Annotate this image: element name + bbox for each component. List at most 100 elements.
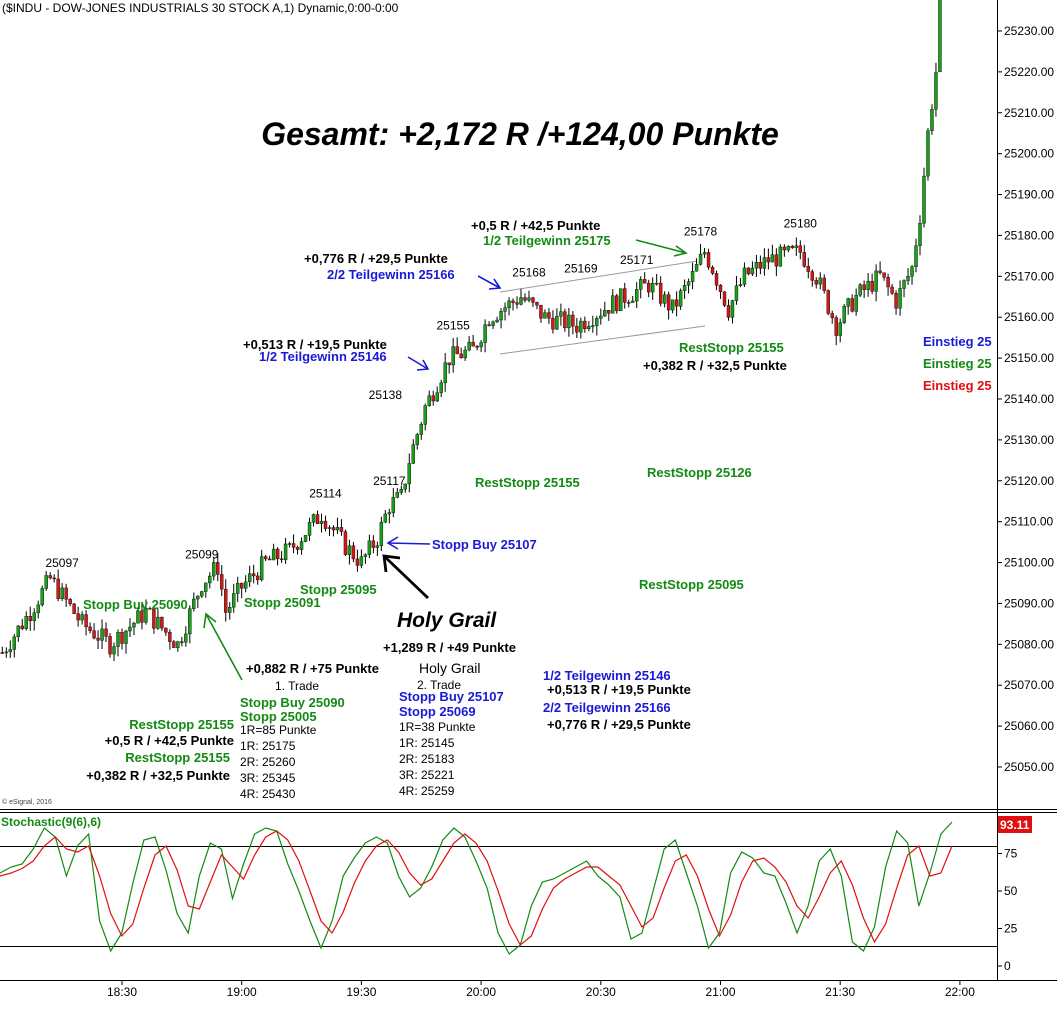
candle-body	[351, 545, 356, 560]
candle-body	[698, 253, 703, 265]
candle-body	[906, 276, 910, 281]
candle-body	[886, 277, 890, 288]
blue-arrow-teil2	[477, 275, 502, 290]
candle-body	[794, 245, 799, 248]
price-tick-label: 25110.00	[1004, 515, 1053, 529]
trade2-stop: Stopp 25069	[399, 704, 476, 719]
annotation-einstieg-red: Einstieg 25	[923, 378, 992, 393]
candle-body	[499, 311, 503, 321]
candle-body	[36, 604, 40, 614]
price-tick-label: 25130.00	[1004, 433, 1054, 447]
swing-price-label: 25099	[185, 548, 219, 562]
candle-body	[104, 628, 108, 637]
candle-body	[938, 0, 942, 73]
candle-body	[84, 614, 88, 628]
candle-body	[922, 175, 926, 224]
candle-body	[818, 277, 822, 285]
candle-body	[236, 583, 240, 594]
candle-body	[902, 280, 906, 289]
trade2-entry: Stopp Buy 25107	[399, 689, 504, 704]
copyright-text: © eSignal, 2016	[2, 798, 52, 806]
price-tick-label: 25190.00	[1004, 188, 1054, 202]
candle-body	[658, 282, 663, 304]
time-tick-label: 20:30	[586, 985, 616, 999]
candle-body	[543, 312, 547, 319]
candle-body	[527, 297, 531, 301]
candle-body	[96, 637, 100, 641]
candle-body	[379, 521, 384, 546]
candle-body	[403, 483, 407, 490]
channel-upper-line	[499, 260, 698, 293]
trade2-r-line: 2R: 25183	[399, 752, 455, 766]
price-tick-label: 25170.00	[1004, 269, 1054, 283]
summary2-line: 1/2 Teilgewinn 25146	[543, 668, 671, 683]
candle-body	[156, 616, 160, 629]
candle-body	[371, 540, 376, 548]
candle-body	[463, 349, 467, 359]
candle-body	[686, 281, 691, 286]
candle-body	[910, 266, 914, 277]
candle-body	[439, 382, 443, 393]
stochastic-lines	[0, 821, 953, 955]
annotation-reststopp-25155-b: RestStopp 25155	[475, 475, 580, 490]
swing-price-label: 25169	[564, 261, 598, 275]
stochastic-axis-ticks: 75 50 25 0	[997, 847, 1018, 973]
candle-body	[694, 264, 699, 272]
trade1-rest-line: +0,382 R / +32,5 Punkte	[86, 768, 230, 783]
price-tick-label: 25050.00	[1004, 760, 1054, 774]
candle-body	[435, 392, 439, 402]
candle-body	[595, 318, 599, 326]
candle-body	[918, 222, 922, 247]
candle-body	[283, 543, 288, 561]
candle-body	[507, 300, 511, 309]
trade1-title: 1. Trade	[275, 679, 319, 693]
candle-body	[140, 610, 144, 623]
candle-body	[646, 282, 651, 293]
annotation-pnl-1: +0,513 R / +19,5 Punkte	[243, 337, 387, 352]
candle-body	[639, 279, 643, 290]
candle-body	[662, 294, 667, 304]
candle-body	[267, 558, 272, 561]
summary2-block: 1/2 Teilgewinn 25146 +0,513 R / +19,5 Pu…	[543, 668, 691, 732]
trade1-entry: Stopp Buy 25090	[240, 695, 345, 710]
candle-body	[399, 488, 403, 493]
candle-body	[52, 577, 56, 580]
candle-body	[623, 288, 627, 303]
candle-body	[666, 294, 671, 311]
candle-body	[806, 265, 810, 272]
candle-body	[128, 626, 132, 632]
time-tick-label: 19:00	[227, 985, 257, 999]
time-tick-label: 20:00	[466, 985, 496, 999]
annotation-pnl-holy-grail: +1,289 R / +49 Punkte	[383, 640, 516, 655]
candle-body	[714, 273, 719, 286]
stochastic-tick-label: 50	[1004, 884, 1018, 898]
candle-body	[180, 641, 184, 643]
candle-body	[172, 641, 176, 648]
candle-body	[734, 285, 739, 301]
candle-body	[136, 610, 140, 624]
price-tick-label: 25090.00	[1004, 596, 1054, 610]
annotation-stopp-buy-25107: Stopp Buy 25107	[432, 537, 537, 552]
candle-body	[898, 288, 902, 309]
candle-body	[28, 616, 32, 622]
candle-body	[874, 270, 878, 292]
candle-body	[750, 267, 755, 275]
price-tick-label: 25140.00	[1004, 392, 1054, 406]
time-tick-label: 22:00	[945, 985, 975, 999]
candle-body	[722, 291, 727, 306]
candle-body	[4, 651, 8, 654]
candle-body	[391, 497, 396, 513]
candle-body	[192, 598, 196, 609]
candle-body	[575, 325, 579, 333]
stochastic-tick-label: 0	[1004, 959, 1011, 973]
stochastic-series-pct-d	[0, 830, 953, 946]
time-tick-label: 19:30	[346, 985, 376, 999]
candle-body	[331, 527, 336, 531]
candle-body	[60, 587, 64, 599]
green-arrow-1	[203, 612, 243, 681]
swing-price-label: 25171	[620, 253, 654, 267]
trade1-r-line: 1R: 25175	[240, 739, 296, 753]
candle-body	[802, 252, 806, 267]
candle-body	[68, 599, 72, 605]
